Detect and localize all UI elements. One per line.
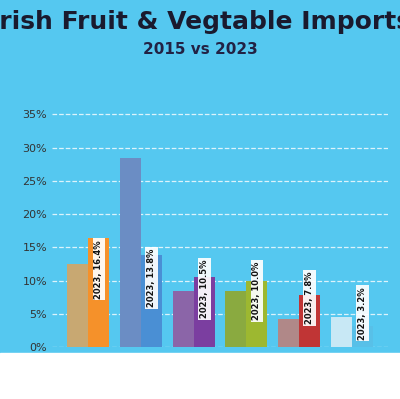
Bar: [246, 280, 267, 347]
Text: Irish Fruit & Vegtable Imports: Irish Fruit & Vegtable Imports: [0, 10, 400, 34]
Text: 2023, 7.8%: 2023, 7.8%: [305, 272, 314, 324]
Text: 2023, 3.2%: 2023, 3.2%: [358, 287, 367, 340]
Text: 2023, 16.4%: 2023, 16.4%: [94, 240, 103, 298]
Bar: [299, 295, 320, 347]
Bar: [330, 317, 352, 347]
Bar: [278, 319, 299, 347]
Bar: [88, 238, 110, 347]
Bar: [225, 290, 246, 347]
Bar: [194, 277, 215, 347]
Bar: [173, 290, 194, 347]
Text: 2023, 13.8%: 2023, 13.8%: [147, 249, 156, 307]
Bar: [141, 255, 162, 347]
Bar: [352, 326, 373, 347]
Bar: [67, 264, 88, 347]
Bar: [120, 158, 141, 347]
Text: 2015 vs 2023: 2015 vs 2023: [143, 42, 257, 57]
Text: 2023, 10.0%: 2023, 10.0%: [252, 261, 261, 320]
Text: 2023, 10.5%: 2023, 10.5%: [200, 260, 209, 318]
